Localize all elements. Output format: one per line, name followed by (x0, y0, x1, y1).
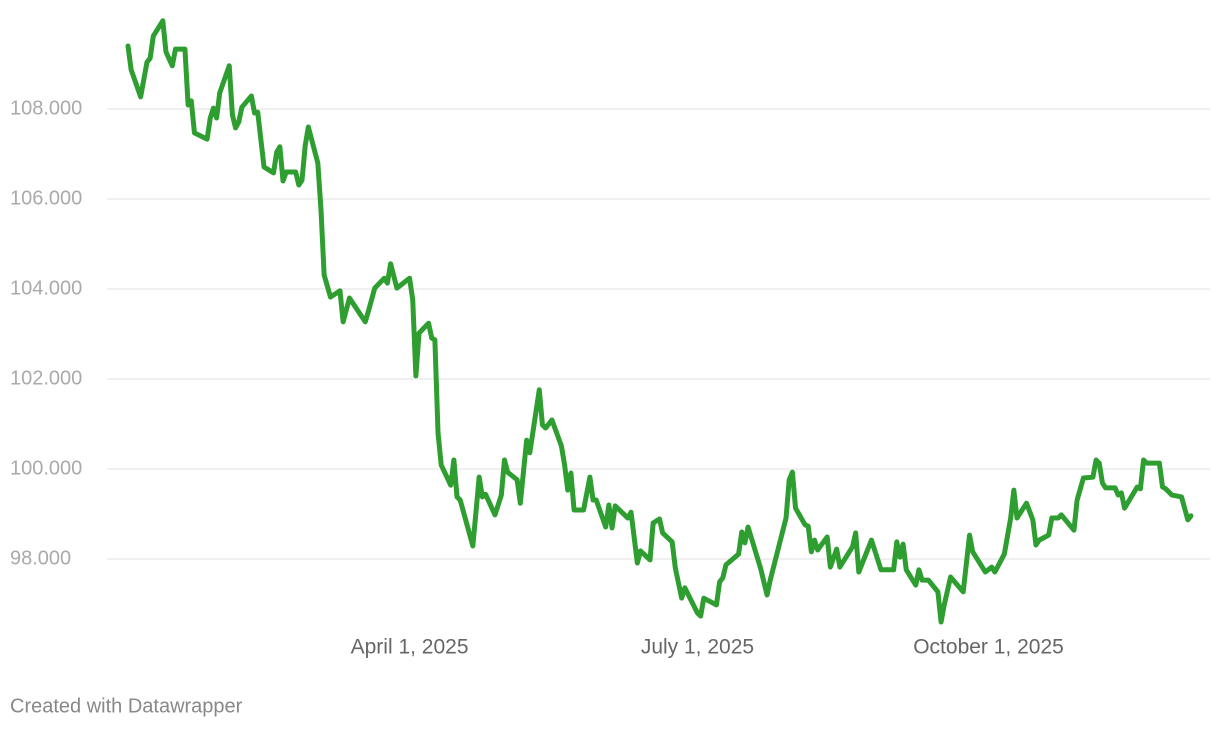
x-tick-label: April 1, 2025 (351, 636, 469, 659)
x-tick-label: October 1, 2025 (913, 636, 1064, 659)
y-tick-label: 102.000 (10, 367, 82, 389)
price-line (125, 18, 1194, 625)
y-tick-label: 100.000 (10, 457, 82, 479)
y-tick-label: 104.000 (10, 277, 82, 299)
y-tick-label: 108.000 (10, 97, 82, 119)
x-tick-label: July 1, 2025 (641, 636, 754, 659)
credit: Created with Datawrapper (10, 695, 243, 717)
y-tick-label: 106.000 (10, 187, 82, 209)
y-tick-label: 98.000 (10, 547, 71, 569)
